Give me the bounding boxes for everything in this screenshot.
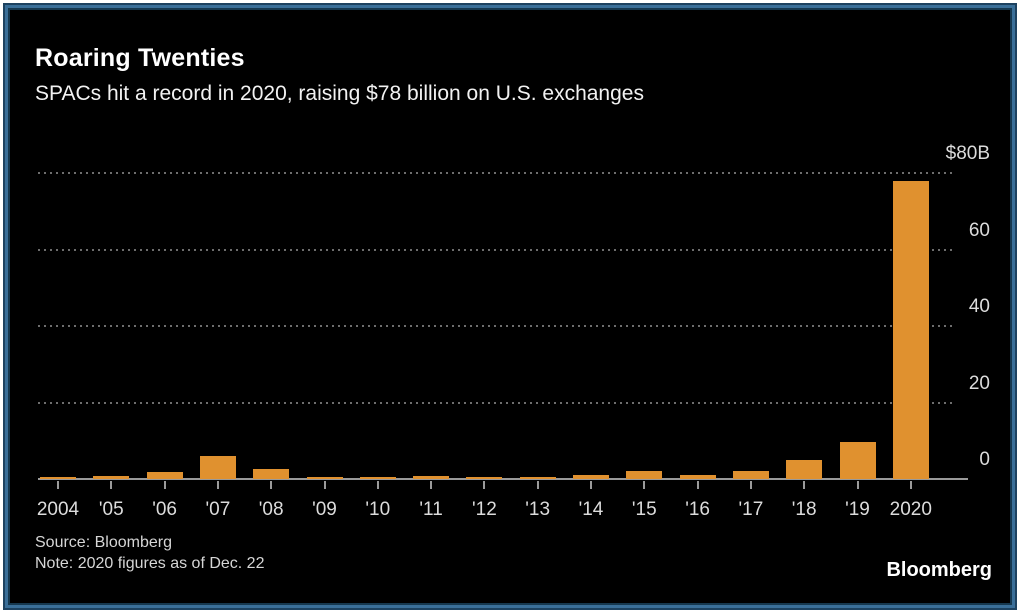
bar [359,476,396,479]
x-axis-tick [376,481,379,489]
x-axis-tick-label: '07 [205,499,231,520]
chart-title: Roaring Twenties [35,44,245,72]
chart-frame-border: Roaring Twenties SPACs hit a record in 2… [3,3,1017,610]
source-line: Source: Bloomberg [35,534,172,551]
bar [892,180,929,479]
y-axis-tick-label: 0 [979,449,990,470]
x-axis-tick-label: '18 [791,499,817,520]
x-axis-tick [590,481,592,489]
x-axis-tick-label: '12 [472,499,497,520]
bar [679,475,716,479]
x-axis-tick [430,481,433,489]
x-axis-tick-label: '05 [98,499,124,520]
x-axis-tick [57,481,59,489]
bar [732,471,769,479]
x-axis-tick-label: '17 [738,499,764,520]
x-axis-tick-label: '14 [578,499,604,520]
x-axis-line [38,478,968,480]
x-axis-tick [270,481,273,489]
x-axis-tick [483,481,486,489]
x-axis-tick-label: '06 [152,499,177,520]
x-axis-tick-label: '16 [685,499,710,520]
bar [253,469,290,479]
bar [413,476,450,479]
bar [839,441,876,479]
y-axis-tick-label: 60 [968,219,990,241]
x-axis-tick-label: '11 [419,499,443,520]
chart-footnotes: Source: Bloomberg Note: 2020 figures as … [35,533,264,575]
x-axis-tick-label: '10 [365,499,391,520]
bar [466,477,503,479]
x-axis-tick [856,481,859,489]
chart-frame-border-mid: Roaring Twenties SPACs hit a record in 2… [5,5,1015,608]
y-axis-tick-label: 40 [968,296,990,317]
x-axis-tick [803,481,806,489]
y-axis-tick-label: $80B [945,143,990,164]
bar [93,475,130,479]
x-axis-tick [696,481,699,489]
x-axis-tick-label: '19 [845,499,870,520]
bar [306,477,343,479]
y-gridline [38,401,955,404]
y-gridline [38,172,955,174]
bar [519,477,556,479]
bar [573,475,609,479]
note-line: Note: 2020 figures as of Dec. 22 [35,554,265,572]
bloomberg-logo: Bloomberg [886,559,992,581]
x-axis-tick [749,481,752,489]
bar [626,470,663,479]
bar [199,456,236,479]
x-axis-tick-label: 2020 [889,499,932,520]
chart-canvas: Roaring Twenties SPACs hit a record in 2… [10,10,1010,603]
y-axis-tick-label: 20 [968,372,990,394]
x-axis-tick [909,481,912,489]
y-gridline [38,248,955,251]
x-axis-tick [323,481,326,489]
bar [146,472,183,479]
x-axis-tick-label: '08 [258,499,284,520]
y-gridline [38,325,955,327]
chart-frame-border-inner: Roaring Twenties SPACs hit a record in 2… [8,8,1012,605]
x-axis-tick [110,481,113,489]
x-axis-tick-label: '13 [525,499,551,520]
x-axis-tick [643,481,646,489]
x-axis-tick-label: '15 [631,499,657,520]
x-axis-tick [216,481,219,489]
x-axis-tick [536,481,539,489]
chart-subtitle: SPACs hit a record in 2020, raising $78 … [35,82,644,105]
x-axis-tick-label: '09 [312,499,337,520]
bar [786,459,823,479]
bar [40,477,76,479]
x-axis-tick-label: 2004 [36,499,80,520]
x-axis-tick [163,481,166,489]
